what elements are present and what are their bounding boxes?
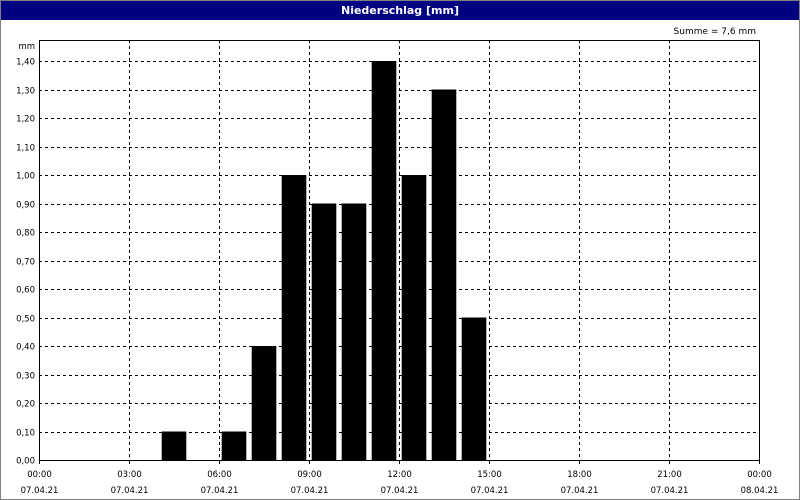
grid-lines xyxy=(39,40,759,460)
y-tick-label: 0,30 xyxy=(16,372,35,382)
x-tick-time-label: 00:00 xyxy=(747,470,772,480)
x-tick-date-label: 07.04.21 xyxy=(21,486,59,496)
precip-bar xyxy=(371,61,397,460)
precip-bar xyxy=(461,317,487,460)
y-tick-label: 0,80 xyxy=(16,229,35,239)
y-tick-label: 0,60 xyxy=(16,286,35,296)
x-tick-time-label: 21:00 xyxy=(657,470,682,480)
axes xyxy=(39,40,760,464)
y-tick-label: 0,70 xyxy=(16,258,35,268)
window-title: Niederschlag [mm] xyxy=(1,1,799,20)
tick-labels: 0,00 0,10 0,20 0,30 0,40 0,50 0,60 0,70 0,80 0,90… xyxy=(16,42,778,496)
plot-frame xyxy=(39,40,760,461)
y-tick-label: 0,20 xyxy=(16,400,35,410)
x-tick-date-label: 07.04.21 xyxy=(471,486,509,496)
precip-bar xyxy=(251,346,277,460)
x-tick-date-label: 07.04.21 xyxy=(111,486,149,496)
x-tick-time-label: 12:00 xyxy=(387,470,412,480)
y-tick-label: 0,50 xyxy=(16,315,35,325)
y-tick-label: 1,40 xyxy=(16,58,35,68)
x-tick-time-label: 15:00 xyxy=(477,470,502,480)
precip-bar xyxy=(221,431,247,460)
y-tick-label: 1,20 xyxy=(16,115,35,125)
sum-annotation: Summe = 7,6 mm xyxy=(673,27,756,37)
x-tick-date-label: 07.04.21 xyxy=(651,486,689,496)
y-tick-label: 0,90 xyxy=(16,201,35,211)
x-tick-time-label: 03:00 xyxy=(117,470,142,480)
x-tick-date-label: 07.04.21 xyxy=(381,486,419,496)
y-tick-label: 1,10 xyxy=(16,144,35,154)
y-tick-label: 0,40 xyxy=(16,343,35,353)
y-axis-unit-label: mm xyxy=(18,42,35,52)
x-tick-time-label: 06:00 xyxy=(207,470,232,480)
y-tick-label: 0,10 xyxy=(16,429,35,439)
bars xyxy=(161,61,487,460)
precip-bar xyxy=(431,89,457,460)
x-tick-date-label: 08.04.21 xyxy=(741,486,779,496)
y-tick-label: 1,00 xyxy=(16,172,35,182)
x-tick-date-label: 07.04.21 xyxy=(201,486,239,496)
x-tick-date-label: 07.04.21 xyxy=(291,486,329,496)
y-tick-label: 1,30 xyxy=(16,87,35,97)
y-tick-label: 0,00 xyxy=(16,457,35,467)
precip-bar xyxy=(281,175,307,460)
x-tick-date-label: 07.04.21 xyxy=(561,486,599,496)
x-tick-time-label: 18:00 xyxy=(567,470,592,480)
x-tick-time-label: 09:00 xyxy=(297,470,322,480)
x-tick-time-label: 00:00 xyxy=(27,470,52,480)
precip-bar xyxy=(341,203,367,460)
precip-bar xyxy=(311,203,337,460)
precip-bar xyxy=(161,431,187,460)
precip-bar xyxy=(401,175,427,460)
